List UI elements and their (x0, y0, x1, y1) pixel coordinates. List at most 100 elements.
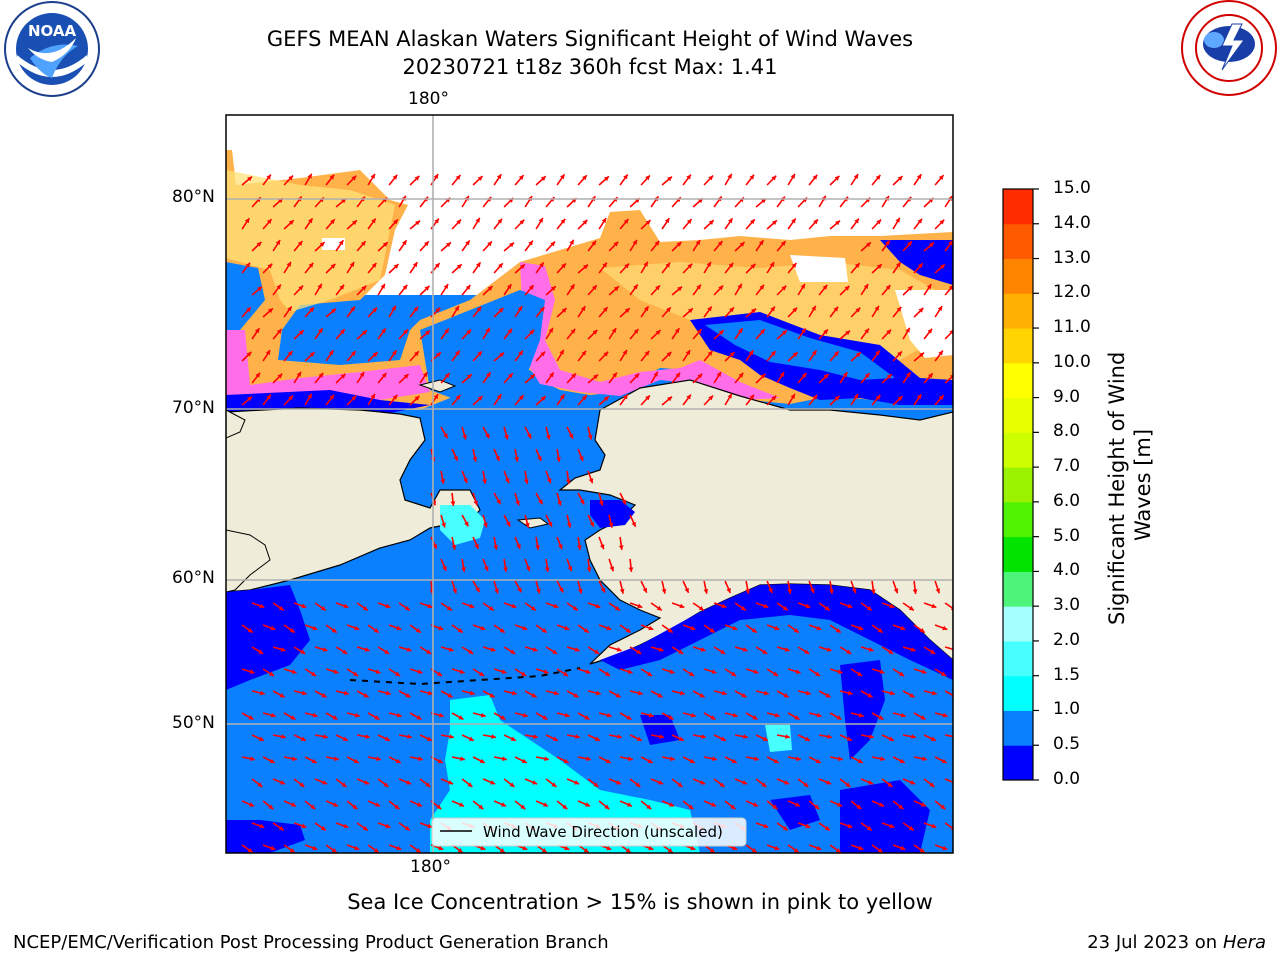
wave-arrow-head (625, 848, 631, 853)
wave-arrow-head (606, 625, 612, 631)
wave-arrow-head (917, 218, 923, 224)
wave-arrow-head (287, 350, 293, 356)
wave-arrow-head (360, 241, 366, 247)
wave-arrow-head (447, 692, 453, 698)
wave-arrow-head (456, 264, 462, 269)
wave-arrow-head (741, 692, 747, 698)
wave-arrow-head (506, 284, 512, 290)
wave-arrow-head (742, 780, 748, 785)
wave-arrow-head (270, 845, 276, 851)
wave-arrow-head (595, 690, 601, 696)
wave-arrow-head (300, 736, 306, 741)
wave-arrow-head (835, 848, 841, 853)
wave-arrow-head (721, 603, 727, 609)
wave-arrow-head (605, 671, 611, 676)
wave-arrow-head (351, 220, 357, 226)
wave-arrow-head (502, 756, 507, 762)
wave-arrow-head (354, 712, 360, 718)
wave-arrow-head (532, 647, 538, 652)
wave-arrow-head (307, 173, 312, 179)
wave-arrow-head (459, 802, 465, 807)
wave-arrow-head (889, 823, 895, 829)
wave-arrow-head (583, 264, 588, 270)
wave-arrow-head (617, 734, 622, 739)
wave-arrow-head (563, 671, 569, 676)
wave-arrow-head (328, 350, 334, 356)
wave-arrow-head (361, 330, 367, 336)
wave-arrow-head (942, 845, 948, 851)
wave-arrow-head (941, 671, 947, 676)
wave-arrow-head (278, 605, 284, 611)
wave-arrow-head (299, 782, 305, 787)
wave-arrow-head (569, 239, 574, 245)
wave-arrow-head (647, 758, 653, 763)
wave-arrow-head (455, 350, 460, 356)
wave-arrow-head (875, 350, 880, 356)
wave-arrow-head (550, 286, 556, 291)
wave-arrow-head (669, 669, 675, 674)
wave-patch-small (765, 725, 792, 752)
wave-arrow-head (543, 669, 549, 674)
wave-arrow-head (948, 285, 953, 291)
wave-arrow-head (836, 715, 842, 720)
wave-arrow-head (718, 330, 724, 335)
wave-arrow-head (517, 306, 523, 312)
wave-arrow-head (910, 780, 916, 785)
wave-arrow-head (565, 479, 571, 484)
wave-arrow-head (567, 566, 573, 572)
wave-arrow-head (349, 262, 355, 268)
wave-arrow-head (606, 712, 612, 718)
wave-arrow-head (586, 756, 591, 762)
wave-arrow-head (538, 217, 543, 223)
wave-arrow-head (645, 175, 650, 181)
colorbar-tick-label: 8.0 (1053, 421, 1081, 442)
colorbar-block (1003, 606, 1033, 642)
wave-arrow-head (782, 825, 788, 831)
wave-arrow-head (329, 394, 335, 400)
wave-arrow-head (674, 328, 680, 334)
ocean-beaufort (705, 320, 895, 380)
wave-arrow-head (875, 394, 881, 400)
wave-arrow-head (665, 262, 671, 268)
wave-arrow-head (896, 262, 901, 268)
wave-arrow-head (247, 176, 252, 182)
wave-arrow-head (684, 587, 689, 593)
wave-arrow-head (864, 373, 870, 379)
wave-arrow-head (524, 522, 530, 528)
wave-arrow-head (811, 305, 816, 311)
wave-arrow-head (616, 647, 622, 652)
wave-arrow-head (433, 174, 439, 180)
wave-arrow-head (603, 351, 609, 357)
wave-arrow-head (309, 307, 314, 313)
wave-arrow-head (847, 823, 853, 829)
wave-arrow-head (853, 174, 859, 180)
wave-arrow-head (504, 434, 509, 440)
wave-arrow-head (795, 669, 801, 674)
wave-arrow-head (432, 543, 437, 549)
wave-arrow-head (708, 175, 714, 181)
wave-arrow-head (520, 804, 526, 810)
wave-arrow-head (343, 690, 349, 696)
wave-arrow-head (354, 625, 360, 631)
colorbar-tick-label: 13.0 (1053, 247, 1091, 268)
wave-arrow-head (730, 804, 736, 810)
wave-arrow-head (657, 692, 663, 698)
wave-arrow-head (601, 218, 607, 224)
wave-arrow-head (812, 394, 818, 400)
wave-arrow-head (536, 588, 541, 594)
wave-arrow-head (939, 264, 945, 270)
wave-arrow-head (912, 589, 918, 594)
wave-arrow-head (826, 780, 832, 785)
colorbar-block (1003, 675, 1033, 711)
st-lawrence-island (516, 517, 550, 529)
wave-arrow-head (669, 802, 675, 807)
wave-arrow-head (477, 176, 483, 181)
wave-arrow-head (300, 649, 306, 654)
wave-arrow-head (529, 329, 535, 335)
wave-arrow-head (351, 175, 357, 181)
wave-arrow-head (760, 329, 765, 335)
wave-arrow-head (476, 262, 481, 268)
wave-arrow-head (586, 567, 592, 572)
wave-arrow-head (689, 671, 695, 676)
wave-arrow-head (475, 217, 480, 223)
